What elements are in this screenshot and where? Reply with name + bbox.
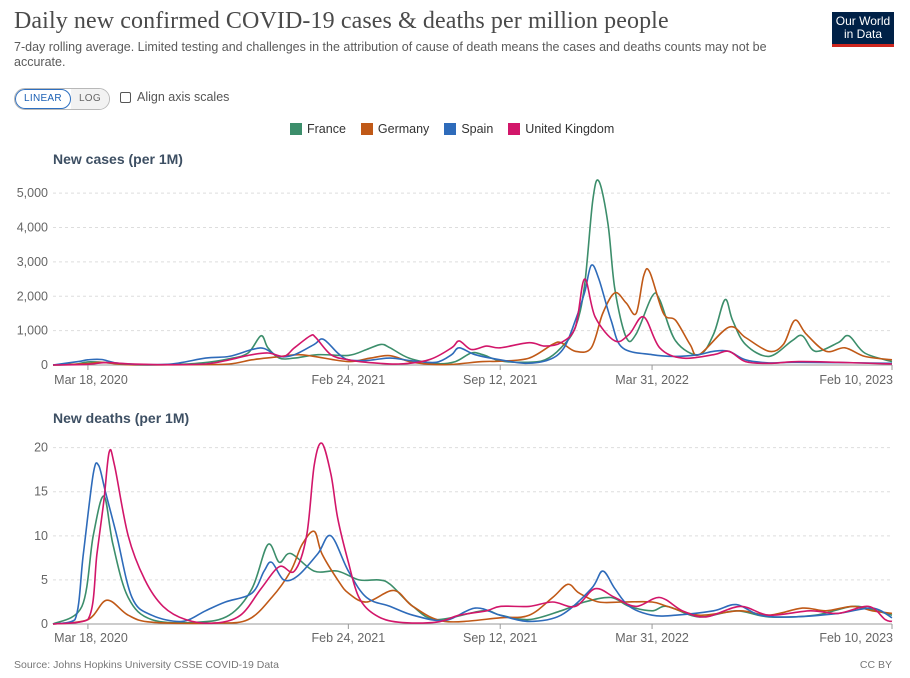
log-scale-button[interactable]: LOG xyxy=(70,89,109,109)
y-tick-label: 1,000 xyxy=(17,324,48,338)
x-tick-label: Mar 31, 2022 xyxy=(615,631,689,645)
legend: France Germany Spain United Kingdom xyxy=(290,122,614,136)
x-tick-label: Sep 12, 2021 xyxy=(463,373,537,387)
x-tick-label: Feb 24, 2021 xyxy=(312,631,386,645)
owid-logo[interactable]: Our World in Data xyxy=(832,12,894,47)
y-tick-label: 2,000 xyxy=(17,289,48,303)
cases-panel-title: New cases (per 1M) xyxy=(53,151,183,167)
deaths-line-united-kingdom xyxy=(52,442,893,625)
chart-title: Daily new confirmed COVID-19 cases & dea… xyxy=(14,8,669,34)
y-tick-label: 10 xyxy=(34,529,48,543)
deaths-line-france xyxy=(52,495,893,625)
deaths-line-germany xyxy=(52,530,893,625)
x-tick-label: Feb 10, 2023 xyxy=(819,631,893,645)
linear-scale-button[interactable]: LINEAR xyxy=(15,89,71,109)
align-checkbox[interactable] xyxy=(120,91,131,103)
legend-label-germany: Germany xyxy=(377,122,430,136)
y-tick-label: 5 xyxy=(41,573,48,587)
y-tick-label: 3,000 xyxy=(17,255,48,269)
legend-item-germany[interactable]: Germany xyxy=(360,122,430,136)
legend-swatch-united-kingdom xyxy=(508,123,521,135)
logo-line-1: Our World xyxy=(835,14,891,28)
license-note[interactable]: CC BY xyxy=(859,659,892,671)
x-tick-label: Mar 18, 2020 xyxy=(54,631,128,645)
x-tick-label: Mar 31, 2022 xyxy=(615,373,689,387)
chart-subtitle: 7-day rolling average. Limited testing a… xyxy=(14,40,767,69)
legend-swatch-germany xyxy=(360,123,373,135)
legend-swatch-spain xyxy=(444,123,457,135)
x-tick-label: Feb 10, 2023 xyxy=(819,373,893,387)
legend-label-france: France xyxy=(307,122,346,136)
cases-line-spain xyxy=(52,264,893,366)
logo-line-2: in Data xyxy=(843,27,883,41)
legend-label-spain: Spain xyxy=(461,122,494,136)
y-tick-label: 20 xyxy=(34,441,48,455)
scale-toggle: LINEAR LOG xyxy=(14,88,110,110)
deaths-line-spain xyxy=(52,462,893,625)
legend-swatch-france xyxy=(290,123,302,135)
y-tick-label: 15 xyxy=(34,485,48,499)
cases-line-germany xyxy=(52,267,893,366)
y-tick-label: 0 xyxy=(41,617,48,631)
source-note: Source: Johns Hopkins University CSSE CO… xyxy=(14,659,279,671)
y-tick-label: 5,000 xyxy=(17,186,48,200)
x-tick-label: Sep 12, 2021 xyxy=(463,631,537,645)
legend-label-united-kingdom: United Kingdom xyxy=(525,122,615,136)
x-tick-label: Feb 24, 2021 xyxy=(312,373,386,387)
y-tick-label: 0 xyxy=(41,358,48,372)
legend-item-united-kingdom[interactable]: United Kingdom xyxy=(508,122,614,136)
legend-item-france[interactable]: France xyxy=(290,122,346,136)
align-axis-label: Align axis scales xyxy=(137,90,230,104)
y-tick-label: 4,000 xyxy=(17,221,48,235)
cases-line-france xyxy=(52,179,893,366)
deaths-panel-title: New deaths (per 1M) xyxy=(53,410,190,426)
align-axis-scales-toggle[interactable]: Align axis scales xyxy=(120,90,229,104)
legend-item-spain[interactable]: Spain xyxy=(444,122,493,136)
x-tick-label: Mar 18, 2020 xyxy=(54,373,128,387)
cases-line-united-kingdom xyxy=(52,278,893,366)
